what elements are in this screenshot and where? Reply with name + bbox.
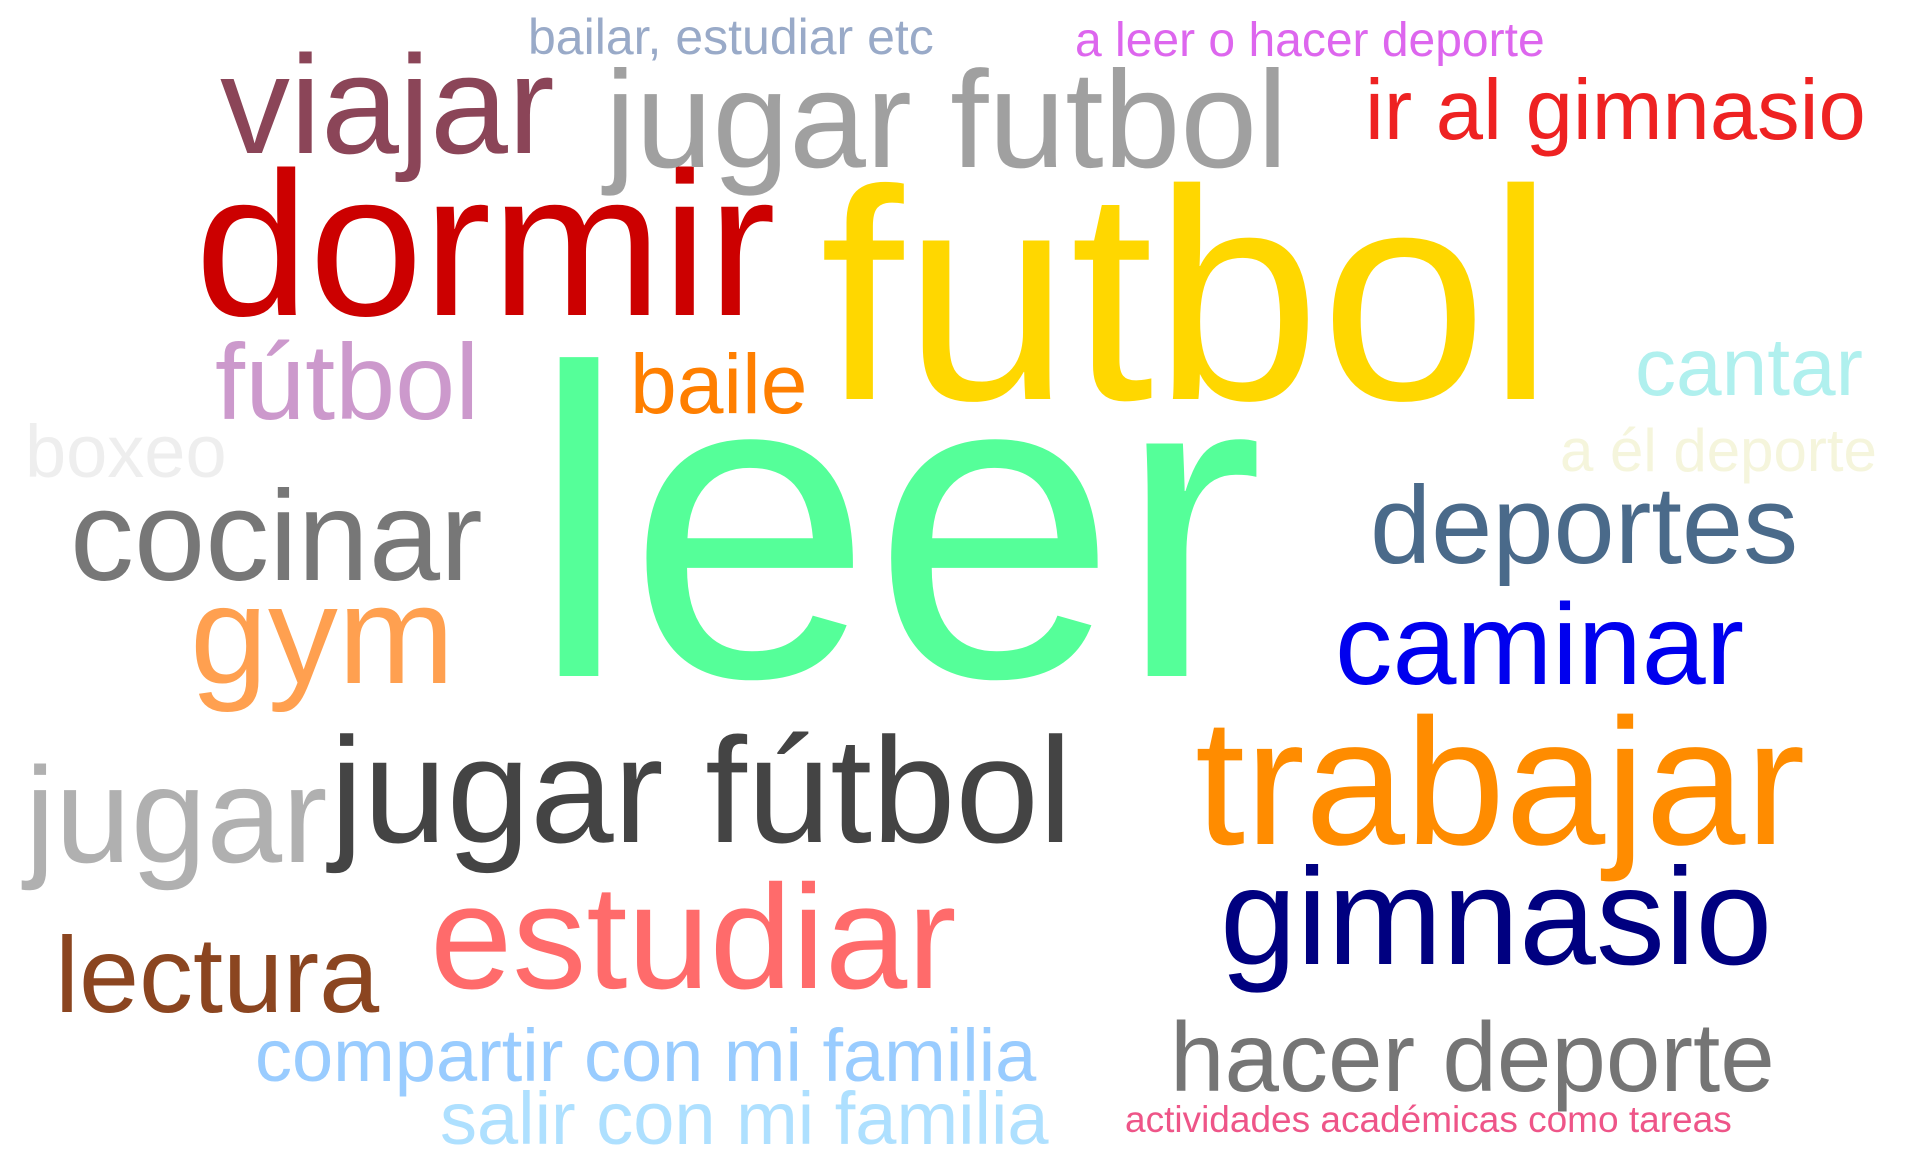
word-salir-con-mi-familia: salir con mi familia (440, 1077, 1049, 1152)
word-caminar: caminar (1335, 581, 1745, 709)
word-leer: leer (530, 279, 1264, 770)
word-futbol-tilde: fútbol (215, 321, 480, 442)
word-trabajar: trabajar (1195, 682, 1806, 883)
word-cocinar: cocinar (70, 465, 483, 608)
word-a-el-deporte: a él deporte (1560, 417, 1877, 484)
word-deportes: deportes (1370, 464, 1799, 587)
word-gimnasio: gimnasio (1220, 840, 1773, 994)
word-viajar: viajar (220, 26, 555, 183)
word-actividades-academicas: actividades académicas como tareas (1125, 1099, 1732, 1140)
word-estudiar: estudiar (430, 855, 957, 1020)
word-gym: gym (190, 556, 455, 713)
word-boxeo: boxeo (25, 410, 227, 493)
word-cantar: cantar (1635, 322, 1863, 413)
word-hacer-deporte: hacer deporte (1170, 1002, 1775, 1112)
word-bailar-estudiar-etc: bailar, estudiar etc (528, 9, 934, 65)
word-dormir: dormir (195, 130, 776, 359)
word-jugar-futbol-tilde: jugar fútbol (330, 706, 1073, 874)
word-ir-al-gimnasio: ir al gimnasio (1365, 63, 1866, 158)
word-jugar-futbol: jugar futbol (605, 43, 1288, 197)
word-lectura: lectura (55, 914, 380, 1035)
word-baile: baile (630, 337, 808, 431)
word-futbol: futbol (820, 127, 1554, 463)
word-a-leer-o-hacer-deporte: a leer o hacer deporte (1075, 14, 1545, 67)
word-jugar: jugar (25, 739, 328, 891)
word-compartir-con-mi-familia: compartir con mi familia (255, 1014, 1037, 1097)
